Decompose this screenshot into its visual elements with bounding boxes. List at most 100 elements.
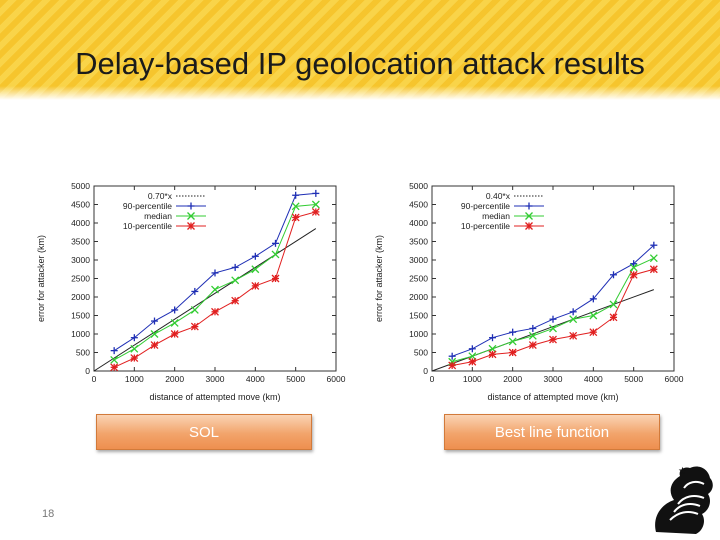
series-line	[452, 257, 655, 363]
x-tick-label: 2000	[165, 374, 184, 384]
legend-label: median	[144, 211, 172, 221]
data-point	[468, 357, 477, 366]
data-point	[110, 355, 119, 364]
data-point	[630, 260, 638, 268]
data-point	[211, 269, 219, 277]
data-point	[150, 341, 159, 350]
data-point	[610, 271, 617, 279]
y-tick-label: 500	[76, 348, 90, 358]
legend-label: 10-percentile	[123, 221, 172, 231]
y-tick-label: 1500	[409, 311, 428, 321]
y-tick-label: 3000	[71, 255, 90, 265]
data-point	[509, 328, 517, 336]
legend-marker	[525, 222, 533, 230]
page-number: 18	[42, 508, 55, 520]
y-tick-label: 4500	[409, 200, 428, 210]
chart-sol: 0 1000 2000 3000 4000 5000 6000 0 500 1000 1500 200…	[36, 181, 346, 402]
data-point	[549, 324, 557, 333]
legend-label: 0.70*x	[148, 191, 173, 201]
x-tick-label: 0	[92, 374, 97, 384]
y-tick-label: 2000	[409, 292, 428, 302]
data-point	[211, 285, 219, 294]
legend-label: median	[482, 211, 510, 221]
data-point	[508, 348, 517, 357]
data-point	[311, 207, 320, 216]
data-point	[110, 363, 119, 372]
data-point	[549, 335, 557, 344]
data-point	[650, 241, 658, 249]
pegasus-logo-icon: ★	[655, 466, 713, 534]
x-tick-label: 6000	[665, 374, 684, 384]
data-point	[589, 328, 598, 337]
data-point	[629, 263, 638, 272]
x-tick-label: 1000	[463, 374, 482, 384]
data-point	[448, 357, 457, 366]
best-line-function-button[interactable]: Best line function	[444, 414, 660, 450]
y-tick-label: 1500	[71, 311, 90, 321]
y-tick-label: 500	[414, 348, 428, 358]
data-point	[150, 330, 159, 338]
data-point	[312, 189, 320, 197]
data-point	[251, 265, 260, 274]
legend-label: 90-percentile	[461, 201, 510, 211]
data-point	[171, 306, 179, 314]
legend-label: 90-percentile	[123, 201, 172, 211]
x-tick-label: 6000	[327, 374, 346, 384]
x-axis-label: distance of attempted move (km)	[487, 392, 618, 402]
data-point	[130, 344, 139, 353]
legend-marker	[187, 212, 195, 220]
sol-button[interactable]: SOL	[96, 414, 312, 450]
data-point	[609, 300, 618, 309]
data-point	[191, 287, 199, 295]
data-point	[231, 263, 239, 271]
data-point	[589, 295, 597, 303]
y-tick-label: 5000	[409, 181, 428, 191]
y-tick-label: 3000	[409, 255, 428, 265]
data-point	[311, 200, 320, 209]
data-point	[251, 252, 259, 260]
y-tick-label: 1000	[71, 329, 90, 339]
data-point	[130, 334, 138, 342]
data-point	[569, 331, 578, 340]
data-point	[190, 305, 199, 314]
y-axis-label: error for attacker (km)	[374, 235, 384, 322]
data-point	[211, 307, 219, 316]
x-axis-label: distance of attempted move (km)	[149, 392, 280, 402]
x-tick-label: 0	[430, 374, 435, 384]
data-point	[110, 347, 118, 355]
data-point	[508, 337, 517, 346]
x-tick-label: 5000	[286, 374, 305, 384]
data-point	[231, 296, 240, 305]
data-point	[488, 350, 497, 359]
x-tick-label: 3000	[544, 374, 563, 384]
data-point	[609, 313, 618, 322]
data-point	[271, 250, 280, 259]
data-point	[130, 354, 139, 363]
plot-frame	[93, 185, 337, 372]
legend-marker	[187, 202, 195, 210]
data-point	[251, 281, 260, 290]
data-point	[489, 334, 496, 342]
legend-marker	[525, 202, 533, 210]
data-point	[528, 331, 537, 340]
chart-best-line: 0 1000 2000 3000 4000 5000 6000 0 500 1000 1500 200…	[374, 181, 684, 402]
data-point	[291, 213, 300, 222]
data-point	[468, 345, 476, 353]
data-point	[529, 324, 537, 332]
data-point	[629, 270, 638, 279]
data-point	[649, 265, 658, 274]
slide-title: Delay-based IP geolocation attack result…	[75, 46, 645, 81]
y-axis-label: error for attacker (km)	[36, 235, 46, 322]
plot-frame	[431, 185, 675, 372]
legend-marker	[525, 212, 533, 220]
data-point	[170, 330, 179, 338]
data-point	[291, 202, 300, 211]
legend-marker	[187, 222, 195, 230]
data-point	[190, 322, 199, 331]
data-point	[271, 274, 280, 283]
x-tick-label: 2000	[503, 374, 522, 384]
y-tick-label: 3500	[409, 237, 428, 247]
x-tick-label: 4000	[584, 374, 603, 384]
legend-label: 10-percentile	[461, 221, 510, 231]
data-point	[231, 276, 240, 285]
